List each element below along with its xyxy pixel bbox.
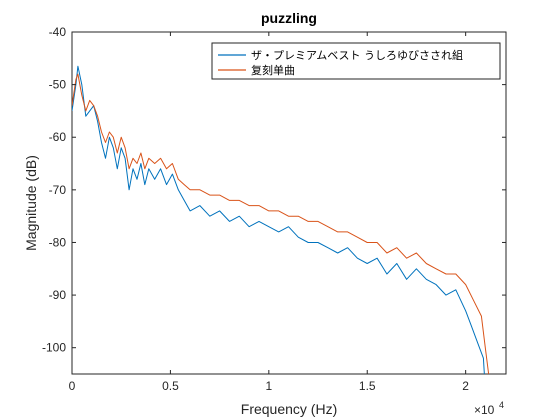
legend: ザ・プレミアムベスト うしろゆびさされ組 复刻单曲 (211, 42, 501, 80)
x-exponent-label: ×10 (474, 403, 495, 417)
y-tick-label: -60 (49, 130, 67, 144)
series-line-2 (72, 73, 490, 374)
y-tick-label: -70 (49, 183, 67, 197)
y-tick-label: -40 (49, 25, 67, 39)
legend-label-series-1: ザ・プレミアムベスト うしろゆびさされ組 (251, 49, 463, 62)
legend-box (211, 42, 501, 80)
y-tick-label: -100 (42, 341, 66, 355)
x-tick-label: 1.5 (359, 379, 376, 393)
y-tick-label: -80 (49, 235, 67, 249)
tick-layer: 0 0.5 1 1.5 2 -100 -90 -80 -70 -60 -50 -40 (42, 25, 506, 393)
series-layer (72, 65, 490, 374)
legend-label-series-2: 复刻单曲 (251, 63, 295, 77)
plot-area (71, 31, 507, 375)
x-tick-label: 2 (462, 379, 469, 393)
y-axis-label: Magnitude (dB) (23, 155, 39, 251)
y-tick-label: -90 (49, 288, 67, 302)
x-tick-label: 0 (69, 379, 76, 393)
y-tick-label: -50 (49, 78, 67, 92)
x-exponent-power: 4 (499, 400, 504, 410)
x-tick-label: 0.5 (162, 379, 179, 393)
x-tick-label: 1 (265, 379, 272, 393)
series-line-1 (72, 65, 485, 374)
x-axis-label: Frequency (Hz) (241, 401, 337, 417)
chart-title: puzzling (261, 10, 317, 26)
